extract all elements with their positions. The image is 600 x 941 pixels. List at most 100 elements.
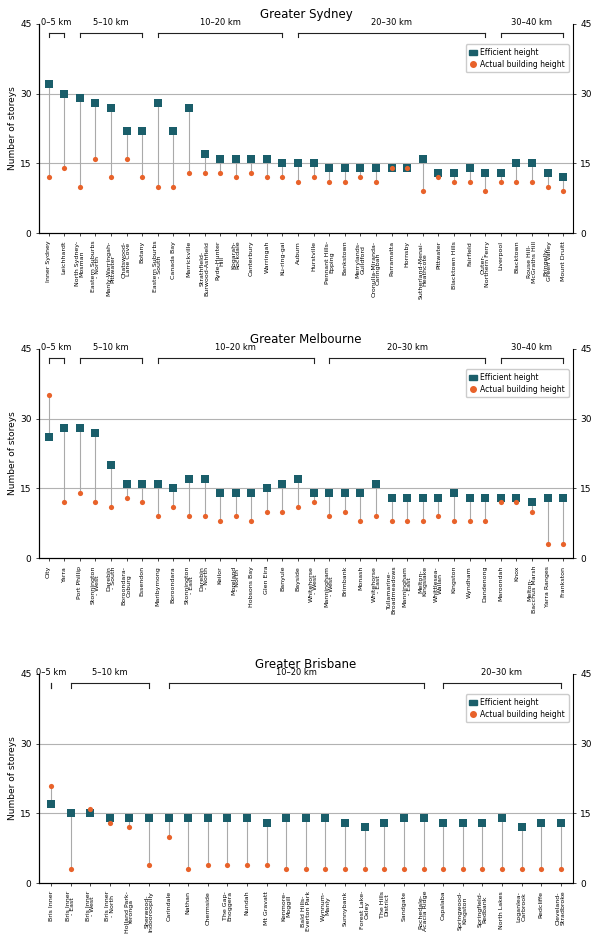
Point <box>144 810 154 825</box>
Point <box>449 514 459 529</box>
Title: Greater Brisbane: Greater Brisbane <box>255 659 356 671</box>
Point <box>281 810 291 825</box>
Point <box>418 490 428 505</box>
Point <box>543 490 553 505</box>
Point <box>465 490 475 505</box>
Point <box>144 857 154 872</box>
Point <box>137 169 147 184</box>
Point <box>309 495 319 510</box>
Point <box>320 862 330 877</box>
Point <box>281 862 291 877</box>
Point <box>91 495 100 510</box>
Point <box>434 490 443 505</box>
Point <box>75 486 85 501</box>
Point <box>478 815 487 830</box>
Point <box>418 183 428 199</box>
Legend: Efficient height, Actual building height: Efficient height, Actual building height <box>466 44 569 72</box>
Point <box>184 862 193 877</box>
Point <box>262 481 272 496</box>
Point <box>66 862 76 877</box>
Point <box>262 857 271 872</box>
Point <box>278 156 287 171</box>
Point <box>169 179 178 194</box>
Point <box>527 174 537 189</box>
Point <box>200 471 209 486</box>
Point <box>169 500 178 515</box>
Point <box>75 421 85 436</box>
Point <box>153 476 163 491</box>
Point <box>458 815 467 830</box>
Point <box>46 778 56 793</box>
Text: 30–40 km: 30–40 km <box>511 343 553 352</box>
Point <box>106 100 116 115</box>
Point <box>512 490 521 505</box>
Point <box>215 152 225 167</box>
Point <box>137 123 147 138</box>
Point <box>293 500 303 515</box>
Point <box>184 509 194 524</box>
Text: 30–40 km: 30–40 km <box>511 18 553 27</box>
Point <box>262 152 272 167</box>
Point <box>169 481 178 496</box>
Point <box>293 174 303 189</box>
Text: 20–30 km: 20–30 km <box>371 18 412 27</box>
Point <box>458 862 467 877</box>
Point <box>122 476 131 491</box>
Text: 0–5 km: 0–5 km <box>41 343 71 352</box>
Point <box>496 495 506 510</box>
Point <box>242 857 252 872</box>
Point <box>262 815 271 830</box>
Point <box>559 536 568 551</box>
Point <box>301 862 311 877</box>
Point <box>340 862 350 877</box>
Point <box>184 165 194 180</box>
Point <box>44 77 53 92</box>
Point <box>125 810 134 825</box>
Point <box>153 95 163 110</box>
Y-axis label: Number of storeys: Number of storeys <box>8 87 17 170</box>
Y-axis label: Number of storeys: Number of storeys <box>8 737 17 821</box>
Point <box>527 504 537 519</box>
Point <box>340 815 350 830</box>
Point <box>91 95 100 110</box>
Point <box>497 862 507 877</box>
Point <box>44 430 53 445</box>
Point <box>153 179 163 194</box>
Point <box>325 509 334 524</box>
Point <box>556 815 566 830</box>
Point <box>247 486 256 501</box>
Text: 5–10 km: 5–10 km <box>93 343 129 352</box>
Point <box>91 425 100 440</box>
Point <box>247 514 256 529</box>
Point <box>418 514 428 529</box>
Point <box>122 123 131 138</box>
Point <box>387 514 397 529</box>
Point <box>543 179 553 194</box>
Point <box>371 174 381 189</box>
Point <box>497 810 507 825</box>
Point <box>309 156 319 171</box>
Text: 5–10 km: 5–10 km <box>92 668 128 678</box>
Point <box>184 100 194 115</box>
Point <box>105 815 115 830</box>
Point <box>122 490 131 505</box>
Title: Greater Sydney: Greater Sydney <box>260 8 352 22</box>
Point <box>496 174 506 189</box>
Point <box>309 486 319 501</box>
Point <box>231 509 241 524</box>
Point <box>200 509 209 524</box>
Point <box>434 509 443 524</box>
Point <box>403 161 412 176</box>
Point <box>465 174 475 189</box>
Point <box>478 862 487 877</box>
Point <box>184 471 194 486</box>
Point <box>419 810 428 825</box>
Point <box>106 457 116 472</box>
Point <box>356 486 365 501</box>
Point <box>85 805 95 821</box>
Point <box>481 183 490 199</box>
Point <box>125 820 134 835</box>
Point <box>247 165 256 180</box>
Point <box>223 857 232 872</box>
Point <box>278 476 287 491</box>
